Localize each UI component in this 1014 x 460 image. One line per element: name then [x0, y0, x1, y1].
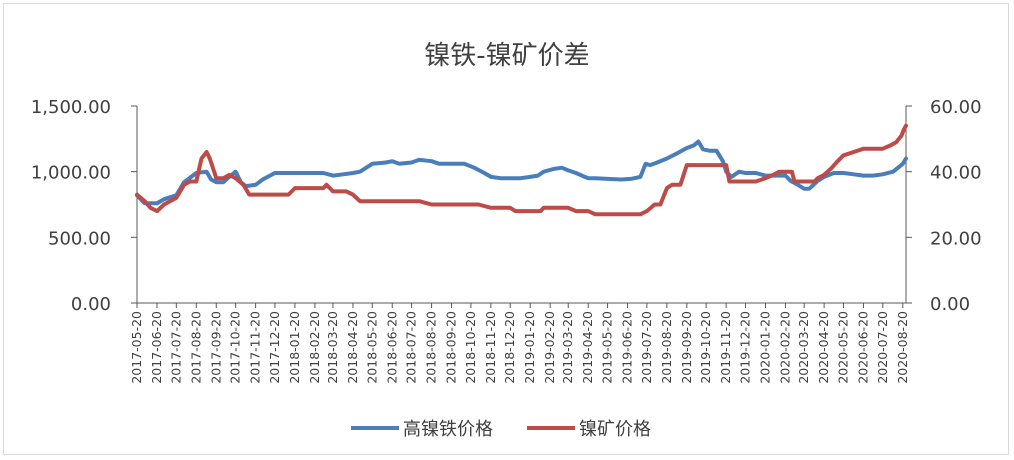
x-axis-labels: 2017-05-20 2017-06-20 2017-07-20 2017-08-20… [129, 303, 910, 384]
x-tick-label: 2020-02-20 [777, 311, 792, 384]
x-tick-label: 2019-06-20 [620, 311, 635, 384]
y-tick-label-right: 60.00 [930, 97, 982, 118]
x-tick-label: 2020-03-20 [796, 311, 811, 384]
x-tick-label: 2019-05-20 [600, 311, 615, 384]
x-tick-label: 2018-12-20 [502, 311, 517, 384]
y-tick-label-right: 40.00 [930, 163, 982, 184]
y-tick-label-right: 20.00 [930, 228, 982, 249]
y-axis-left-labels: 0.00 500.00 1,000.00 1,500.00 [31, 97, 137, 315]
x-tick-label: 2018-02-20 [307, 311, 322, 384]
x-tick-label: 2020-07-20 [875, 311, 890, 384]
x-tick-label: 2018-11-20 [483, 311, 498, 384]
x-tick-label: 2018-04-20 [345, 311, 360, 384]
x-tick-label: 2019-12-20 [737, 311, 752, 384]
x-tick-label: 2019-08-20 [659, 311, 674, 384]
x-tick-label: 2017-08-20 [188, 311, 203, 384]
x-tick-label: 2018-09-20 [444, 311, 459, 384]
x-tick-label: 2019-02-20 [542, 311, 557, 384]
x-tick-label: 2020-06-20 [855, 311, 870, 384]
x-tick-label: 2017-12-20 [267, 311, 282, 384]
x-tick-label: 2019-04-20 [580, 311, 595, 384]
x-tick-label: 2019-09-20 [679, 311, 694, 384]
chart-frame [3, 3, 1009, 455]
x-tick-label: 2018-03-20 [325, 311, 340, 384]
x-tick-label: 2017-07-20 [168, 311, 183, 384]
series-line-2 [135, 123, 908, 217]
x-tick-label: 2018-06-20 [384, 311, 399, 384]
x-tick-label: 2020-05-20 [835, 311, 850, 384]
y-axis-right-labels: 0.00 20.00 40.00 60.00 [906, 97, 982, 315]
chart-title: 镍铁-镍矿价差 [424, 41, 589, 71]
legend-label-2: 镍矿价格 [579, 419, 651, 440]
y-tick-label-right: 0.00 [930, 294, 970, 315]
x-tick-label: 2019-11-20 [718, 311, 733, 384]
x-tick-label: 2018-01-20 [287, 311, 302, 384]
chart-axes [136, 106, 907, 304]
chart-series [135, 123, 908, 217]
x-tick-label: 2020-08-20 [895, 311, 910, 384]
x-tick-label: 2018-08-20 [424, 311, 439, 384]
x-tick-label: 2017-11-20 [248, 311, 263, 384]
legend: 高镍铁价格 镍矿价格 [351, 419, 651, 440]
x-tick-label: 2018-07-20 [404, 311, 419, 384]
y-tick-label-left: 500.00 [48, 228, 111, 249]
x-tick-label: 2017-10-20 [228, 311, 243, 384]
x-tick-label: 2019-07-20 [639, 311, 654, 384]
x-tick-label: 2020-04-20 [816, 311, 831, 384]
x-tick-label: 2020-01-20 [757, 311, 772, 384]
x-tick-label: 2019-03-20 [560, 311, 575, 384]
legend-label-1: 高镍铁价格 [403, 419, 493, 440]
series-line-1 [135, 139, 908, 206]
y-tick-label-left: 1,500.00 [31, 97, 111, 118]
x-tick-label: 2019-01-20 [522, 311, 537, 384]
y-tick-label-left: 0.00 [71, 294, 111, 315]
x-tick-label: 2017-09-20 [208, 311, 223, 384]
x-tick-label: 2019-10-20 [698, 311, 713, 384]
y-tick-label-left: 1,000.00 [31, 163, 111, 184]
x-tick-label: 2017-05-20 [129, 311, 144, 384]
x-tick-label: 2018-05-20 [364, 311, 379, 384]
x-tick-label: 2018-10-20 [463, 311, 478, 384]
x-tick-label: 2017-06-20 [149, 311, 164, 384]
